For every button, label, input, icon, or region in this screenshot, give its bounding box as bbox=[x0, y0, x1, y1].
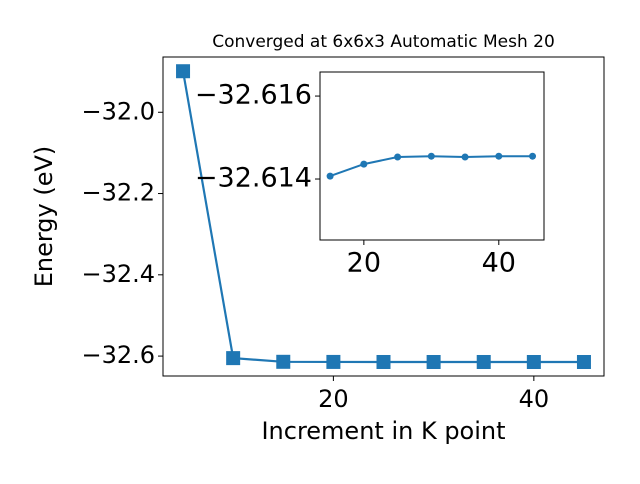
y-axis-label: Energy (eV) bbox=[30, 146, 58, 288]
data-point bbox=[526, 355, 541, 370]
data-point bbox=[576, 355, 591, 370]
data-point bbox=[376, 354, 391, 369]
x-tick-label: 20 bbox=[318, 385, 349, 413]
data-point bbox=[326, 172, 334, 180]
y-tick-label: −32.614 bbox=[195, 163, 312, 194]
data-point bbox=[461, 153, 469, 161]
data-point bbox=[427, 152, 435, 160]
y-tick-label: −32.2 bbox=[81, 179, 155, 207]
y-tick-label: −32.4 bbox=[81, 260, 155, 288]
y-tick-label: −32.0 bbox=[81, 97, 155, 125]
data-point bbox=[495, 152, 503, 160]
y-tick-label: −32.6 bbox=[81, 341, 155, 369]
data-point bbox=[529, 152, 537, 160]
x-tick-label: 40 bbox=[519, 385, 550, 413]
y-tick-label: −32.616 bbox=[195, 80, 312, 111]
data-point bbox=[176, 64, 191, 79]
data-point bbox=[226, 351, 241, 366]
data-point bbox=[326, 354, 341, 369]
data-point bbox=[360, 160, 368, 168]
data-point bbox=[276, 354, 291, 369]
x-tick-label: 40 bbox=[482, 248, 516, 279]
data-point bbox=[426, 355, 441, 370]
data-point bbox=[394, 153, 402, 161]
data-point bbox=[476, 354, 491, 369]
chart-title: Converged at 6x6x3 Automatic Mesh 20 bbox=[212, 32, 555, 52]
x-axis-label: Increment in K point bbox=[261, 417, 505, 445]
x-tick-label: 20 bbox=[347, 248, 381, 279]
